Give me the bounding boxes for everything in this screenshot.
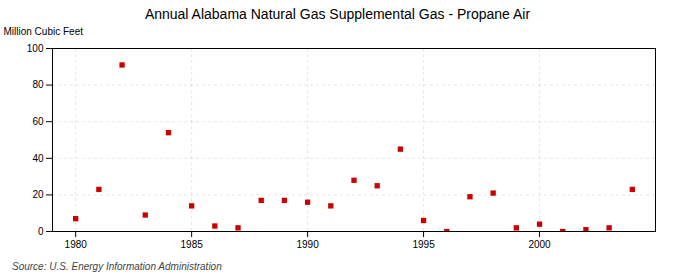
svg-text:1990: 1990 bbox=[296, 239, 319, 250]
html-text:Source: U.S. Energy Informatio: Source: U.S. Energy Information Administ… bbox=[12, 261, 222, 272]
svg-text:1985: 1985 bbox=[181, 239, 204, 250]
svg-text:20: 20 bbox=[32, 189, 44, 200]
svg-text:100: 100 bbox=[27, 43, 44, 54]
svg-text:1980: 1980 bbox=[65, 239, 88, 250]
svg-text:0: 0 bbox=[38, 226, 44, 237]
svg-text:40: 40 bbox=[32, 153, 44, 164]
svg-text:1995: 1995 bbox=[412, 239, 435, 250]
svg-text:2000: 2000 bbox=[528, 239, 551, 250]
svg-text:80: 80 bbox=[32, 79, 44, 90]
html-text:Annual Alabama Natural Gas Sup: Annual Alabama Natural Gas Supplemental … bbox=[144, 6, 531, 22]
svg-text:60: 60 bbox=[32, 116, 44, 127]
svg-text:Million Cubic Feet: Million Cubic Feet bbox=[4, 26, 84, 37]
